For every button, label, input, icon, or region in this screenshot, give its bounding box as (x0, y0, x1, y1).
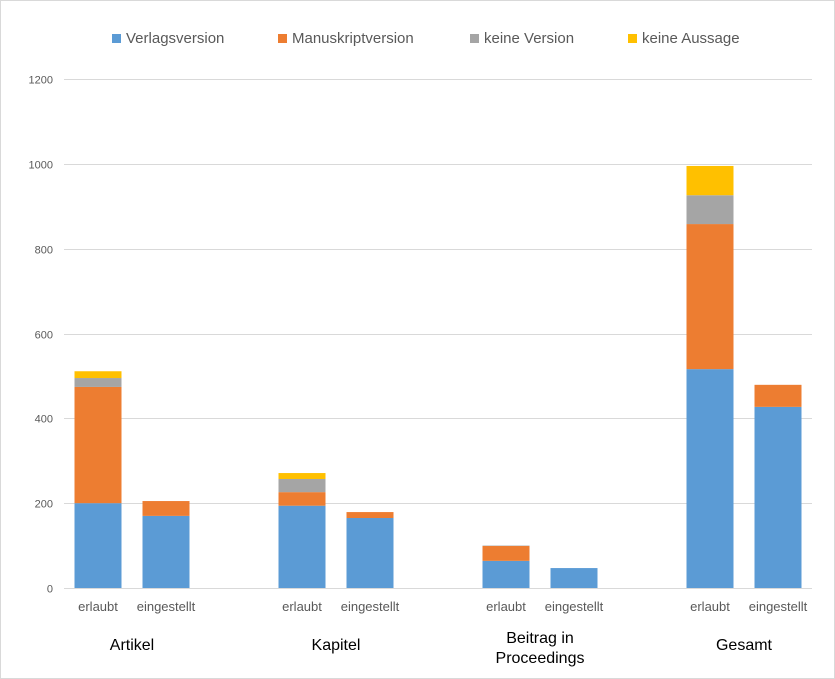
bar-segment-keine-version (278, 478, 326, 493)
group-label: Gesamt (716, 637, 773, 654)
group-label: Artikel (110, 637, 154, 654)
legend-label: keine Aussage (642, 30, 740, 47)
x-tick-label: erlaubt (78, 599, 118, 614)
bar-segment-verlagsversion (74, 503, 122, 588)
bar-segment-manuskriptversion (142, 501, 190, 516)
group-label: Beitrag in (506, 630, 574, 647)
x-tick-label: eingestellt (545, 599, 604, 614)
y-tick-label: 800 (35, 245, 53, 257)
bar-segment-manuskriptversion (754, 384, 802, 407)
bar-segment-manuskriptversion (686, 224, 734, 370)
x-tick-label: eingestellt (341, 599, 400, 614)
legend-swatch-manuskriptversion (278, 34, 287, 43)
bar-segment-verlagsversion (346, 518, 394, 588)
bar-segment-verlagsversion (686, 369, 734, 588)
bar-segment-verlagsversion (142, 515, 190, 588)
legend-item-keine-aussage: keine Aussage (628, 30, 740, 47)
legend-swatch-keine-version (470, 34, 479, 43)
y-tick-label: 1000 (29, 160, 53, 172)
legend-swatch-verlagsversion (112, 34, 121, 43)
group-label: Proceedings (496, 650, 585, 667)
bar-segment-verlagsversion (754, 406, 802, 588)
bar-segment-keine-version (686, 195, 734, 225)
bar-segment-verlagsversion (550, 568, 598, 588)
y-tick-label: 0 (47, 584, 53, 596)
legend: Verlagsversion Manuskriptversion keine V… (0, 30, 835, 50)
legend-swatch-keine-aussage (628, 34, 637, 43)
x-tick-label: erlaubt (486, 599, 526, 614)
y-tick-label: 200 (35, 499, 53, 511)
y-tick-label: 1200 (29, 75, 53, 87)
legend-label: Manuskriptversion (292, 30, 414, 47)
x-tick-label: eingestellt (749, 599, 808, 614)
legend-item-keine-version: keine Version (470, 30, 574, 47)
bar-segment-manuskriptversion (482, 546, 530, 561)
x-tick-label: erlaubt (690, 599, 730, 614)
x-tick-label: erlaubt (282, 599, 322, 614)
bar-segment-keine-version (74, 378, 122, 387)
bar-segment-keine-aussage (74, 371, 122, 379)
bar-segment-manuskriptversion (278, 492, 326, 506)
legend-item-verlagsversion: Verlagsversion (112, 30, 224, 47)
group-label: Kapitel (312, 637, 361, 654)
bar-segment-verlagsversion (278, 505, 326, 588)
y-tick-label: 400 (35, 414, 53, 426)
bar-segment-keine-aussage (686, 165, 734, 196)
bar-segment-manuskriptversion (74, 386, 122, 504)
legend-label: Verlagsversion (126, 30, 225, 47)
legend-item-manuskriptversion: Manuskriptversion (278, 30, 414, 47)
bar-segment-keine-aussage (278, 473, 326, 479)
y-tick-label: 600 (35, 330, 53, 342)
bar-segment-verlagsversion (482, 560, 530, 588)
legend-label: keine Version (484, 30, 575, 47)
bar-segment-manuskriptversion (346, 512, 394, 519)
x-tick-label: eingestellt (137, 599, 196, 614)
